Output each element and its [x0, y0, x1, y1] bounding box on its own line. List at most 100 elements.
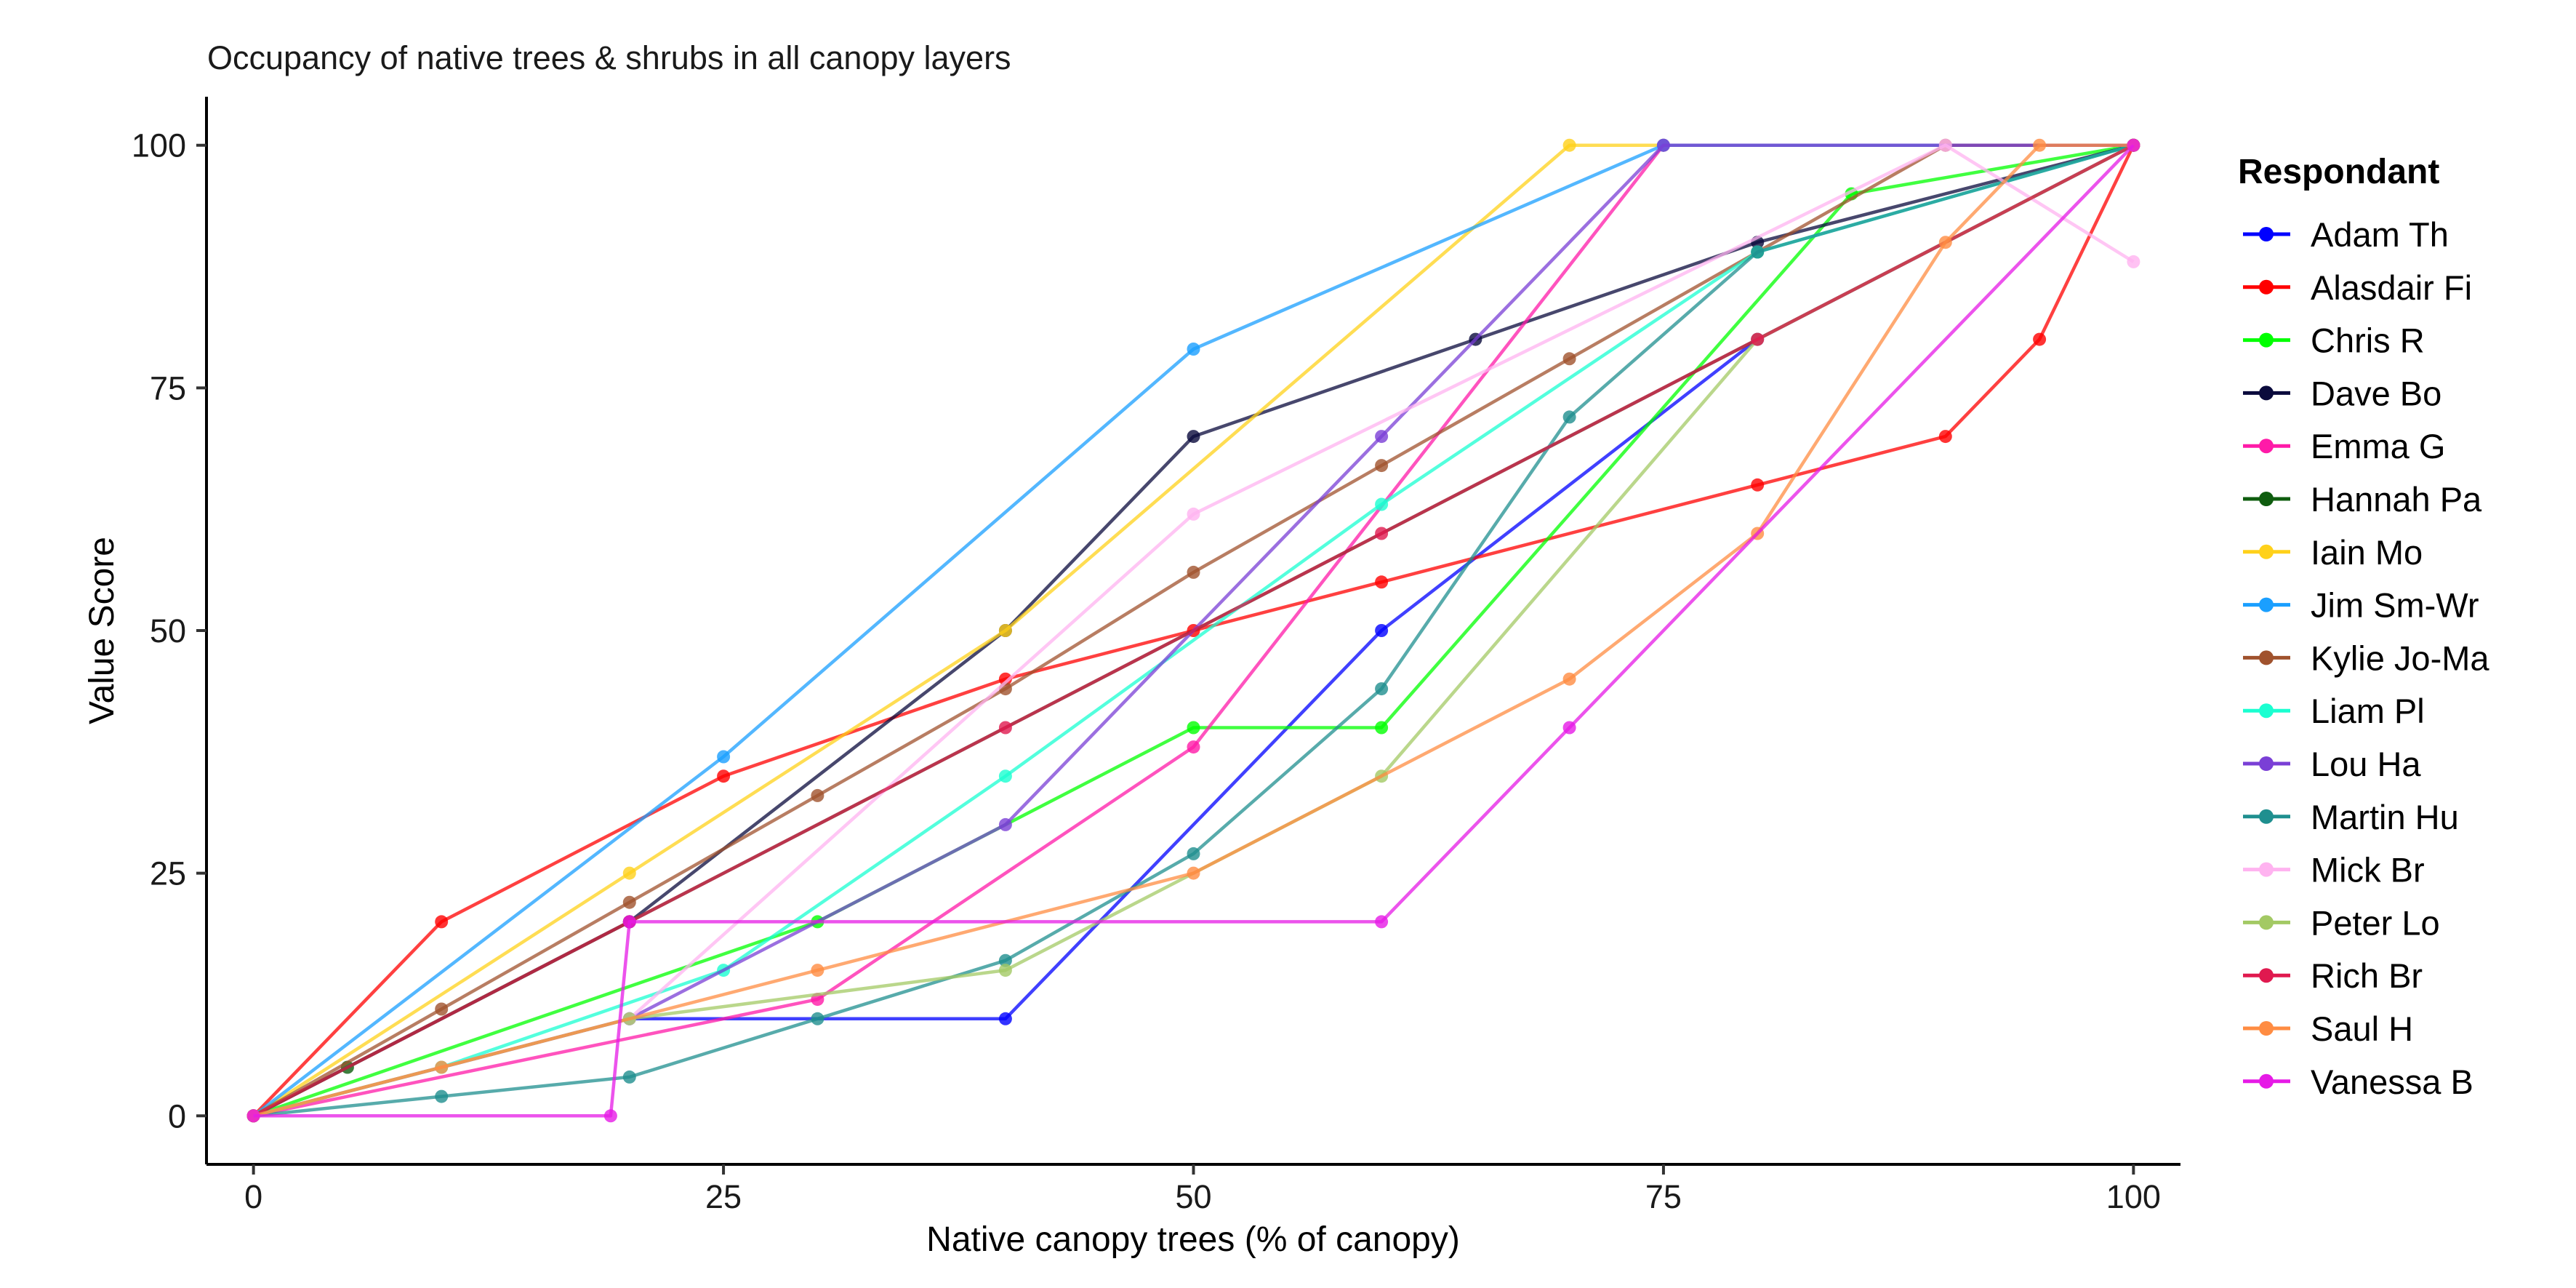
data-point [998, 769, 1012, 783]
legend-item-lou-ha: Lou Ha [2243, 745, 2421, 783]
data-point [1562, 352, 1576, 366]
data-point [1938, 236, 1952, 249]
x-tick-label: 50 [1175, 1178, 1211, 1215]
data-point [603, 1109, 617, 1123]
legend-item-liam-pl: Liam Pl [2243, 692, 2425, 730]
data-point [1187, 866, 1200, 880]
data-point [1187, 565, 1200, 579]
legend-label: Jim Sm-Wr [2311, 586, 2479, 625]
x-tick-label: 25 [705, 1178, 742, 1215]
data-point [1375, 527, 1389, 540]
legend-item-chris-r: Chris R [2243, 321, 2425, 360]
legend-item-iain-mo: Iain Mo [2243, 533, 2423, 572]
series-line-martin-hu [253, 143, 2135, 1118]
legend-label: Emma G [2311, 427, 2445, 465]
data-point [811, 788, 824, 802]
series-line-chris-r [252, 143, 2134, 1118]
data-point [1375, 721, 1389, 735]
data-point [1187, 430, 1200, 444]
data-point [998, 721, 1012, 735]
data-point [1375, 915, 1389, 929]
legend-item-kylie-jo-ma: Kylie Jo-Ma [2243, 639, 2489, 677]
data-point [1938, 138, 1952, 152]
legend-item-jim-sm-wr: Jim Sm-Wr [2243, 586, 2479, 625]
legend-label: Kylie Jo-Ma [2311, 639, 2489, 677]
legend-label: Adam Th [2311, 215, 2449, 254]
legend-key-point [2259, 862, 2274, 877]
legend-key-point [2259, 915, 2274, 930]
data-point [811, 964, 824, 977]
data-point [1751, 245, 1765, 259]
legend-label: Peter Lo [2311, 903, 2440, 942]
data-point [1375, 624, 1389, 637]
x-tick-label: 100 [2106, 1178, 2161, 1215]
legend-key-point [2259, 703, 2274, 719]
legend-label: Hannah Pa [2311, 480, 2482, 519]
data-point [246, 1109, 260, 1123]
y-tick-label: 100 [132, 127, 186, 164]
data-point [1562, 138, 1576, 152]
chart-title: Occupancy of native trees & shrubs in al… [207, 39, 1011, 76]
y-tick-label: 50 [150, 612, 186, 649]
legend: Adam Th Alasdair Fi Chris R Dave Bo Emma G Ha… [2243, 215, 2489, 1101]
data-point [2033, 332, 2047, 346]
y-axis-title: Value Score [83, 537, 121, 724]
data-point [998, 964, 1012, 977]
plot-area: 0 25 50 75 100 0 25 50 75 100 [132, 97, 2180, 1215]
data-point [1187, 507, 1200, 521]
series-rich-br [246, 138, 2140, 1123]
legend-key-point [2259, 492, 2274, 506]
legend-item-adam-th: Adam Th [2243, 215, 2449, 254]
legend-label: Iain Mo [2311, 533, 2423, 572]
data-point [1751, 478, 1765, 492]
y-tick-label: 25 [150, 855, 186, 892]
legend-item-peter-lo: Peter Lo [2243, 903, 2440, 942]
series-layer [246, 138, 2140, 1123]
data-point [1375, 575, 1389, 589]
x-tick-label: 0 [244, 1178, 262, 1215]
data-point [435, 1060, 449, 1074]
data-point [1375, 430, 1389, 444]
legend-title: Respondant [2238, 153, 2439, 191]
data-point [622, 866, 636, 880]
legend-key-point [2259, 1073, 2274, 1089]
data-point [2033, 138, 2047, 152]
data-point [1375, 459, 1389, 473]
legend-item-vanessa-b: Vanessa B [2243, 1063, 2473, 1101]
legend-label: Lou Ha [2311, 745, 2421, 783]
data-point [1375, 682, 1389, 696]
legend-key-point [2259, 439, 2274, 454]
series-line-rich-br [252, 143, 2135, 1118]
data-point [435, 1002, 449, 1016]
ticks-layer: 0 25 50 75 100 0 25 50 75 100 [132, 127, 2161, 1215]
legend-label: Dave Bo [2311, 374, 2441, 412]
legend-item-hannah-pa: Hannah Pa [2243, 480, 2482, 519]
legend-item-emma-g: Emma G [2243, 427, 2445, 465]
series-line-alasdair-fi [252, 144, 2135, 1117]
data-point [1751, 332, 1765, 346]
legend-key-point [2259, 332, 2274, 348]
series-vanessa-b [246, 138, 2140, 1123]
data-point [435, 1089, 449, 1103]
legend-label: Vanessa B [2311, 1063, 2473, 1101]
data-point [998, 624, 1012, 637]
data-point [1187, 721, 1200, 735]
data-point [717, 750, 731, 764]
legend-key-point [2259, 809, 2274, 824]
data-point [1562, 672, 1576, 686]
legend-label: Liam Pl [2311, 692, 2425, 730]
y-tick-label: 0 [168, 1097, 186, 1135]
legend-item-alasdair-fi: Alasdair Fi [2243, 268, 2472, 307]
legend-key-point [2259, 597, 2274, 612]
legend-item-mick-br: Mick Br [2243, 851, 2425, 889]
data-point [1187, 740, 1200, 754]
data-point [435, 915, 449, 929]
legend-key-point [2259, 1021, 2274, 1036]
data-point [1938, 430, 1952, 444]
legend-key-point [2259, 227, 2274, 241]
legend-key-point [2259, 385, 2274, 401]
data-point [1562, 721, 1576, 735]
data-point [1187, 343, 1200, 356]
legend-item-rich-br: Rich Br [2243, 956, 2423, 995]
